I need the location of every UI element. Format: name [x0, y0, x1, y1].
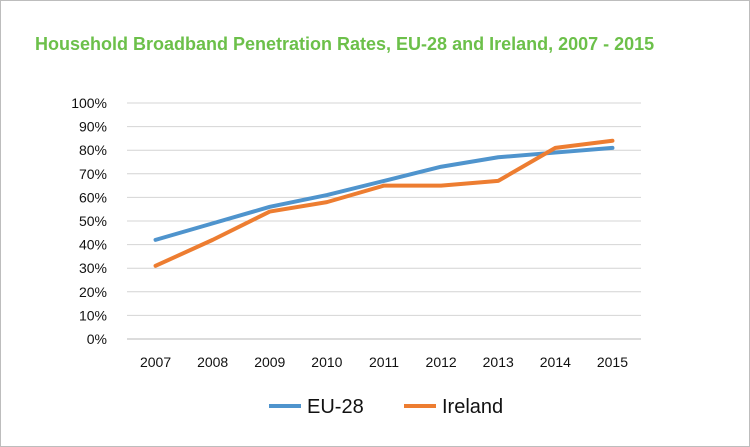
x-tick-label: 2011: [369, 354, 399, 370]
y-tick-label: 10%: [79, 307, 107, 323]
legend: EU-28 Ireland: [269, 396, 503, 418]
series-line-ireland: [153, 138, 615, 268]
x-tick-label: 2008: [197, 354, 228, 370]
x-tick-label: 2009: [254, 354, 285, 370]
y-tick-label: 20%: [79, 284, 107, 300]
series-line-eu-28: [153, 145, 615, 242]
y-tick-label: 0%: [87, 331, 107, 347]
y-tick-label: 50%: [79, 213, 107, 229]
x-tick-label: 2007: [140, 354, 171, 370]
x-tick-label: 2012: [426, 354, 457, 370]
x-tick-label: 2013: [483, 354, 514, 370]
x-tick-label: 2014: [540, 354, 571, 370]
y-tick-label: 40%: [79, 237, 107, 253]
y-axis-tick-labels: 0% 10% 20% 30% 40% 50% 60% 70% 80% 90% 100%: [71, 95, 107, 347]
gridlines: [127, 102, 641, 340]
legend-label-eu-28: EU-28: [307, 396, 364, 418]
x-tick-label: 2015: [597, 354, 628, 370]
y-tick-label: 60%: [79, 189, 107, 205]
x-axis-tick-labels: 2007 2008 2009 2010 2011 2012 2013 2014 2015: [140, 354, 628, 370]
y-tick-label: 80%: [79, 142, 107, 158]
x-tick-label: 2010: [311, 354, 342, 370]
chart-title: Household Broadband Penetration Rates, E…: [35, 34, 655, 54]
y-tick-label: 100%: [71, 95, 107, 111]
y-tick-label: 90%: [79, 119, 107, 135]
series-lines: [153, 138, 615, 268]
y-tick-label: 70%: [79, 166, 107, 182]
y-tick-label: 30%: [79, 260, 107, 276]
legend-label-ireland: Ireland: [442, 396, 503, 418]
